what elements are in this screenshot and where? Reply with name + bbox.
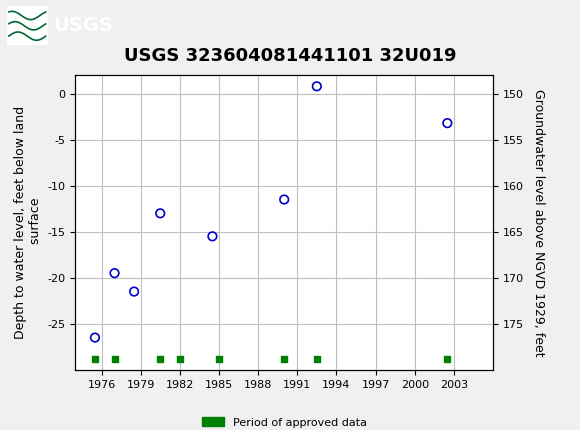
- Point: [90, 355, 100, 362]
- Point: [155, 210, 165, 217]
- Point: [110, 270, 119, 276]
- Text: USGS: USGS: [53, 16, 113, 35]
- Point: [443, 120, 452, 126]
- Point: [208, 233, 217, 240]
- Point: [280, 355, 289, 362]
- Point: [110, 355, 119, 362]
- Point: [90, 334, 100, 341]
- Legend: Period of approved data: Period of approved data: [197, 413, 371, 430]
- Point: [129, 288, 139, 295]
- Point: [155, 355, 165, 362]
- Point: [312, 355, 321, 362]
- Point: [280, 196, 289, 203]
- FancyBboxPatch shape: [7, 6, 48, 46]
- Point: [443, 355, 452, 362]
- Point: [312, 83, 321, 90]
- Text: USGS 323604081441101 32U019: USGS 323604081441101 32U019: [124, 47, 456, 65]
- Y-axis label: Groundwater level above NGVD 1929, feet: Groundwater level above NGVD 1929, feet: [532, 89, 545, 356]
- Y-axis label: Depth to water level, feet below land
 surface: Depth to water level, feet below land su…: [14, 106, 42, 339]
- Point: [215, 355, 224, 362]
- Point: [175, 355, 184, 362]
